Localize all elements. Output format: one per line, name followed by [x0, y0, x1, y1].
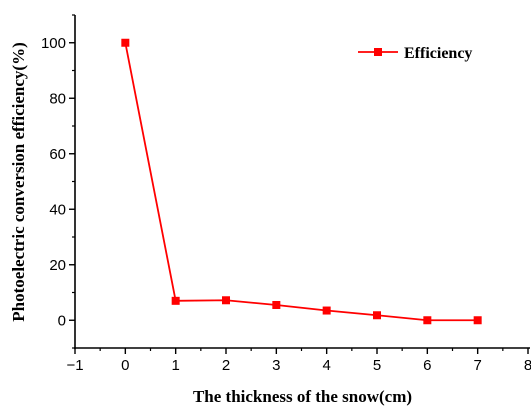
series-layer [121, 38, 482, 325]
x-tick-label: −1 [66, 357, 83, 374]
y-tick-label: 100 [41, 35, 66, 52]
x-tick-label: 8 [524, 357, 531, 374]
axes [74, 15, 530, 349]
y-tick-label: 60 [49, 146, 66, 163]
x-tick-label: 3 [272, 357, 280, 374]
data-point [322, 306, 331, 315]
x-axis-title: The thickness of the snow(cm) [193, 387, 412, 406]
data-point [222, 296, 230, 305]
data-point [423, 316, 432, 325]
data-point [272, 300, 281, 309]
series-line [124, 42, 478, 322]
data-point [121, 38, 130, 47]
y-tick-label: 40 [49, 201, 66, 218]
x-tick-label: 7 [473, 357, 481, 374]
data-point [171, 296, 180, 305]
x-tick-label: 4 [322, 357, 330, 374]
legend-marker [374, 48, 382, 56]
y-tick-label: 80 [49, 90, 66, 107]
x-tick-label: 6 [423, 357, 431, 374]
y-axis-title: Photoelectric conversion efficiency(%) [9, 42, 28, 321]
x-tick-label: 2 [222, 357, 230, 374]
y-tick-label: 0 [58, 312, 66, 329]
legend: Efficiency [358, 45, 472, 62]
data-point [373, 311, 381, 320]
x-tick-label: 5 [373, 357, 381, 374]
y-tick-label: 20 [49, 257, 66, 274]
data-point [473, 316, 482, 325]
x-tick-label: 1 [171, 357, 179, 374]
legend-label: Efficiency [404, 45, 472, 62]
x-tick-label: 0 [121, 357, 129, 374]
